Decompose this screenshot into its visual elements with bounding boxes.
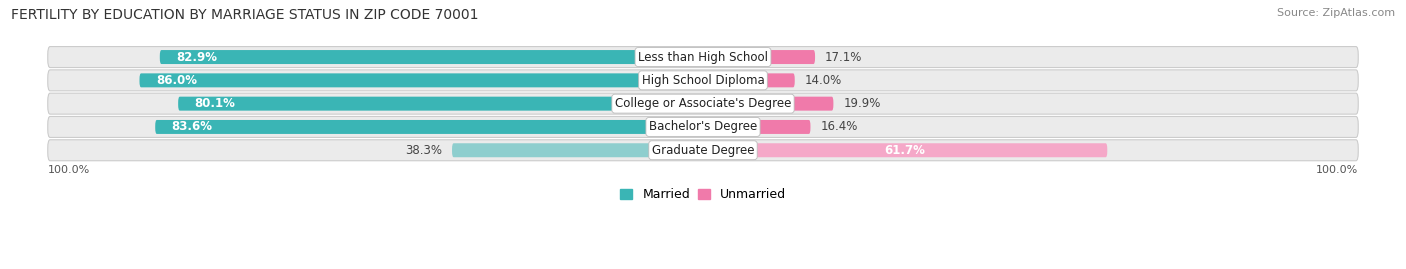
Text: 100.0%: 100.0% — [1316, 165, 1358, 175]
Text: 16.4%: 16.4% — [820, 121, 858, 133]
Text: 83.6%: 83.6% — [172, 121, 212, 133]
Text: Graduate Degree: Graduate Degree — [652, 144, 754, 157]
Text: 86.0%: 86.0% — [156, 74, 197, 87]
FancyBboxPatch shape — [703, 120, 810, 134]
Text: 100.0%: 100.0% — [48, 165, 90, 175]
Text: 61.7%: 61.7% — [884, 144, 925, 157]
Text: 82.9%: 82.9% — [176, 51, 217, 63]
Text: High School Diploma: High School Diploma — [641, 74, 765, 87]
FancyBboxPatch shape — [703, 97, 834, 111]
FancyBboxPatch shape — [48, 70, 1358, 91]
Text: Less than High School: Less than High School — [638, 51, 768, 63]
FancyBboxPatch shape — [160, 50, 703, 64]
Text: Source: ZipAtlas.com: Source: ZipAtlas.com — [1277, 8, 1395, 18]
FancyBboxPatch shape — [48, 47, 1358, 68]
Text: 14.0%: 14.0% — [804, 74, 842, 87]
FancyBboxPatch shape — [48, 116, 1358, 137]
Text: 17.1%: 17.1% — [825, 51, 862, 63]
Text: 80.1%: 80.1% — [194, 97, 235, 110]
FancyBboxPatch shape — [155, 120, 703, 134]
FancyBboxPatch shape — [48, 140, 1358, 161]
FancyBboxPatch shape — [48, 93, 1358, 114]
Text: Bachelor's Degree: Bachelor's Degree — [650, 121, 756, 133]
Text: 19.9%: 19.9% — [844, 97, 880, 110]
FancyBboxPatch shape — [703, 143, 1108, 157]
FancyBboxPatch shape — [139, 73, 703, 87]
FancyBboxPatch shape — [703, 50, 815, 64]
FancyBboxPatch shape — [703, 73, 794, 87]
FancyBboxPatch shape — [179, 97, 703, 111]
Legend: Married, Unmarried: Married, Unmarried — [614, 183, 792, 206]
Text: 38.3%: 38.3% — [405, 144, 443, 157]
Text: College or Associate's Degree: College or Associate's Degree — [614, 97, 792, 110]
Text: FERTILITY BY EDUCATION BY MARRIAGE STATUS IN ZIP CODE 70001: FERTILITY BY EDUCATION BY MARRIAGE STATU… — [11, 8, 479, 22]
FancyBboxPatch shape — [453, 143, 703, 157]
